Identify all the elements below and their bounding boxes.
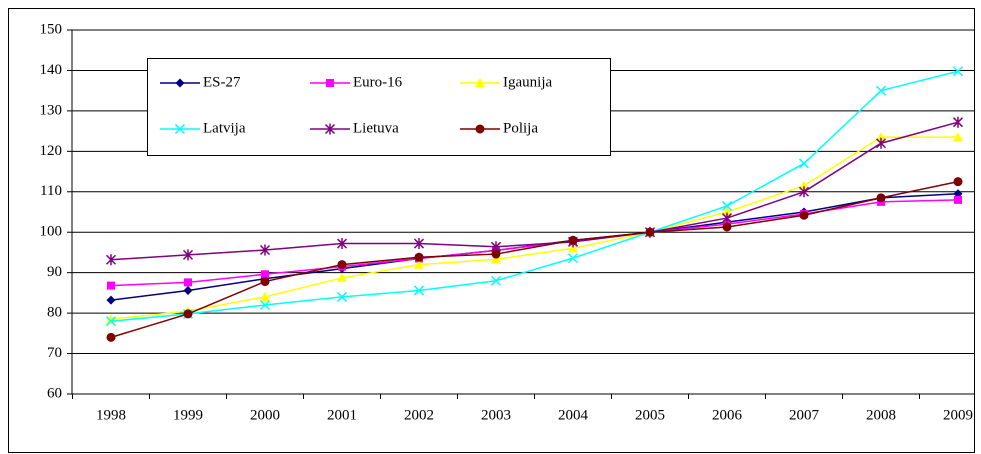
x-tick-label: 2005 — [635, 407, 665, 423]
y-tick-label: 90 — [47, 264, 62, 280]
series-line — [110, 70, 959, 322]
marker — [490, 275, 502, 286]
marker — [645, 227, 655, 237]
x-tick-label: 1999 — [173, 407, 203, 423]
marker — [952, 66, 964, 77]
marker — [875, 137, 887, 149]
marker — [259, 244, 271, 256]
x-tick-label: 2008 — [866, 407, 896, 423]
marker — [568, 243, 578, 253]
marker — [722, 222, 732, 232]
marker — [106, 332, 116, 342]
marker — [567, 253, 579, 264]
marker — [337, 272, 347, 282]
marker — [260, 291, 270, 301]
marker — [799, 180, 809, 190]
x-tick-label: 2004 — [558, 407, 589, 423]
marker — [414, 259, 424, 269]
y-tick-label: 100 — [40, 224, 63, 240]
marker — [413, 238, 425, 250]
marker — [952, 116, 964, 128]
y-tick-label: 150 — [40, 21, 63, 37]
marker — [721, 212, 733, 224]
x-tick-label: 2000 — [250, 407, 280, 423]
legend-label: Lietuva — [353, 120, 399, 136]
y-tick-label: 140 — [40, 62, 63, 78]
marker — [105, 316, 117, 327]
y-tick-label: 110 — [40, 183, 62, 199]
marker — [799, 210, 809, 220]
marker — [491, 249, 501, 259]
legend-label: ES-27 — [203, 74, 241, 90]
y-tick-label: 70 — [47, 345, 62, 361]
marker — [105, 254, 117, 266]
marker — [953, 177, 963, 187]
marker — [414, 252, 424, 262]
marker — [261, 270, 269, 279]
marker — [875, 85, 887, 96]
marker — [106, 295, 116, 305]
x-tick-label: 2009 — [943, 407, 973, 423]
y-tick-label: 120 — [40, 143, 63, 159]
marker — [259, 299, 271, 311]
y-tick-label: 60 — [47, 385, 62, 401]
legend-label: Euro-16 — [353, 74, 403, 90]
marker — [475, 78, 485, 87]
marker — [798, 158, 810, 169]
legend-label: Igaunija — [503, 74, 552, 90]
marker — [876, 193, 886, 203]
x-tick-label: 2002 — [404, 407, 434, 423]
marker — [183, 285, 193, 295]
y-tick-label: 80 — [47, 305, 62, 321]
marker — [260, 277, 270, 287]
x-tick-label: 2001 — [327, 407, 357, 423]
marker — [953, 132, 963, 142]
legend-label: Latvija — [203, 120, 246, 136]
marker — [722, 207, 732, 216]
marker — [413, 285, 425, 296]
series-line — [110, 136, 958, 320]
marker — [326, 79, 334, 87]
series-line — [110, 180, 959, 339]
marker — [336, 238, 348, 250]
y-tick-label: 130 — [40, 102, 63, 118]
legend-box — [147, 58, 611, 156]
marker — [175, 78, 185, 88]
marker — [491, 254, 501, 264]
marker — [721, 200, 733, 211]
marker — [184, 278, 192, 287]
marker — [183, 309, 193, 319]
legend-label: Polija — [503, 120, 538, 136]
marker — [568, 235, 578, 245]
x-tick-label: 1998 — [96, 407, 126, 423]
marker — [954, 195, 962, 204]
series-line — [110, 121, 959, 261]
marker — [336, 291, 348, 302]
marker — [475, 124, 485, 134]
marker — [174, 123, 186, 135]
marker — [182, 249, 194, 261]
marker — [876, 132, 886, 142]
marker — [107, 281, 115, 290]
x-tick-label: 2007 — [789, 407, 820, 423]
marker — [337, 260, 347, 270]
x-tick-label: 2003 — [481, 407, 511, 423]
marker — [324, 123, 336, 135]
x-tick-label: 2006 — [712, 407, 743, 423]
marker — [798, 186, 810, 198]
